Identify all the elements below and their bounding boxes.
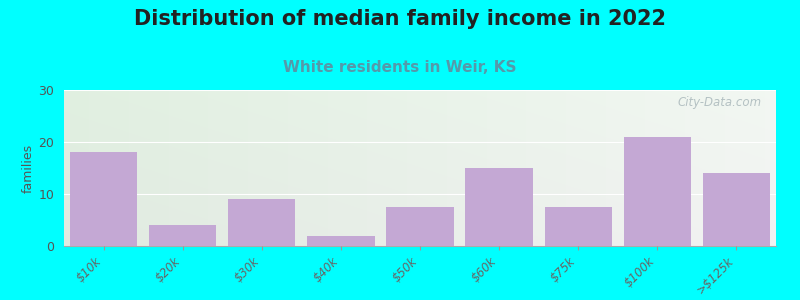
Bar <box>703 173 770 246</box>
Bar <box>228 199 295 246</box>
Bar <box>386 207 454 246</box>
Text: City-Data.com: City-Data.com <box>678 96 762 109</box>
Y-axis label: families: families <box>22 143 34 193</box>
Bar <box>307 236 374 246</box>
Text: Distribution of median family income in 2022: Distribution of median family income in … <box>134 9 666 29</box>
Bar <box>545 207 612 246</box>
Bar <box>70 152 137 246</box>
Text: White residents in Weir, KS: White residents in Weir, KS <box>283 60 517 75</box>
Bar <box>149 225 216 246</box>
Bar <box>624 137 691 246</box>
Bar <box>466 168 533 246</box>
